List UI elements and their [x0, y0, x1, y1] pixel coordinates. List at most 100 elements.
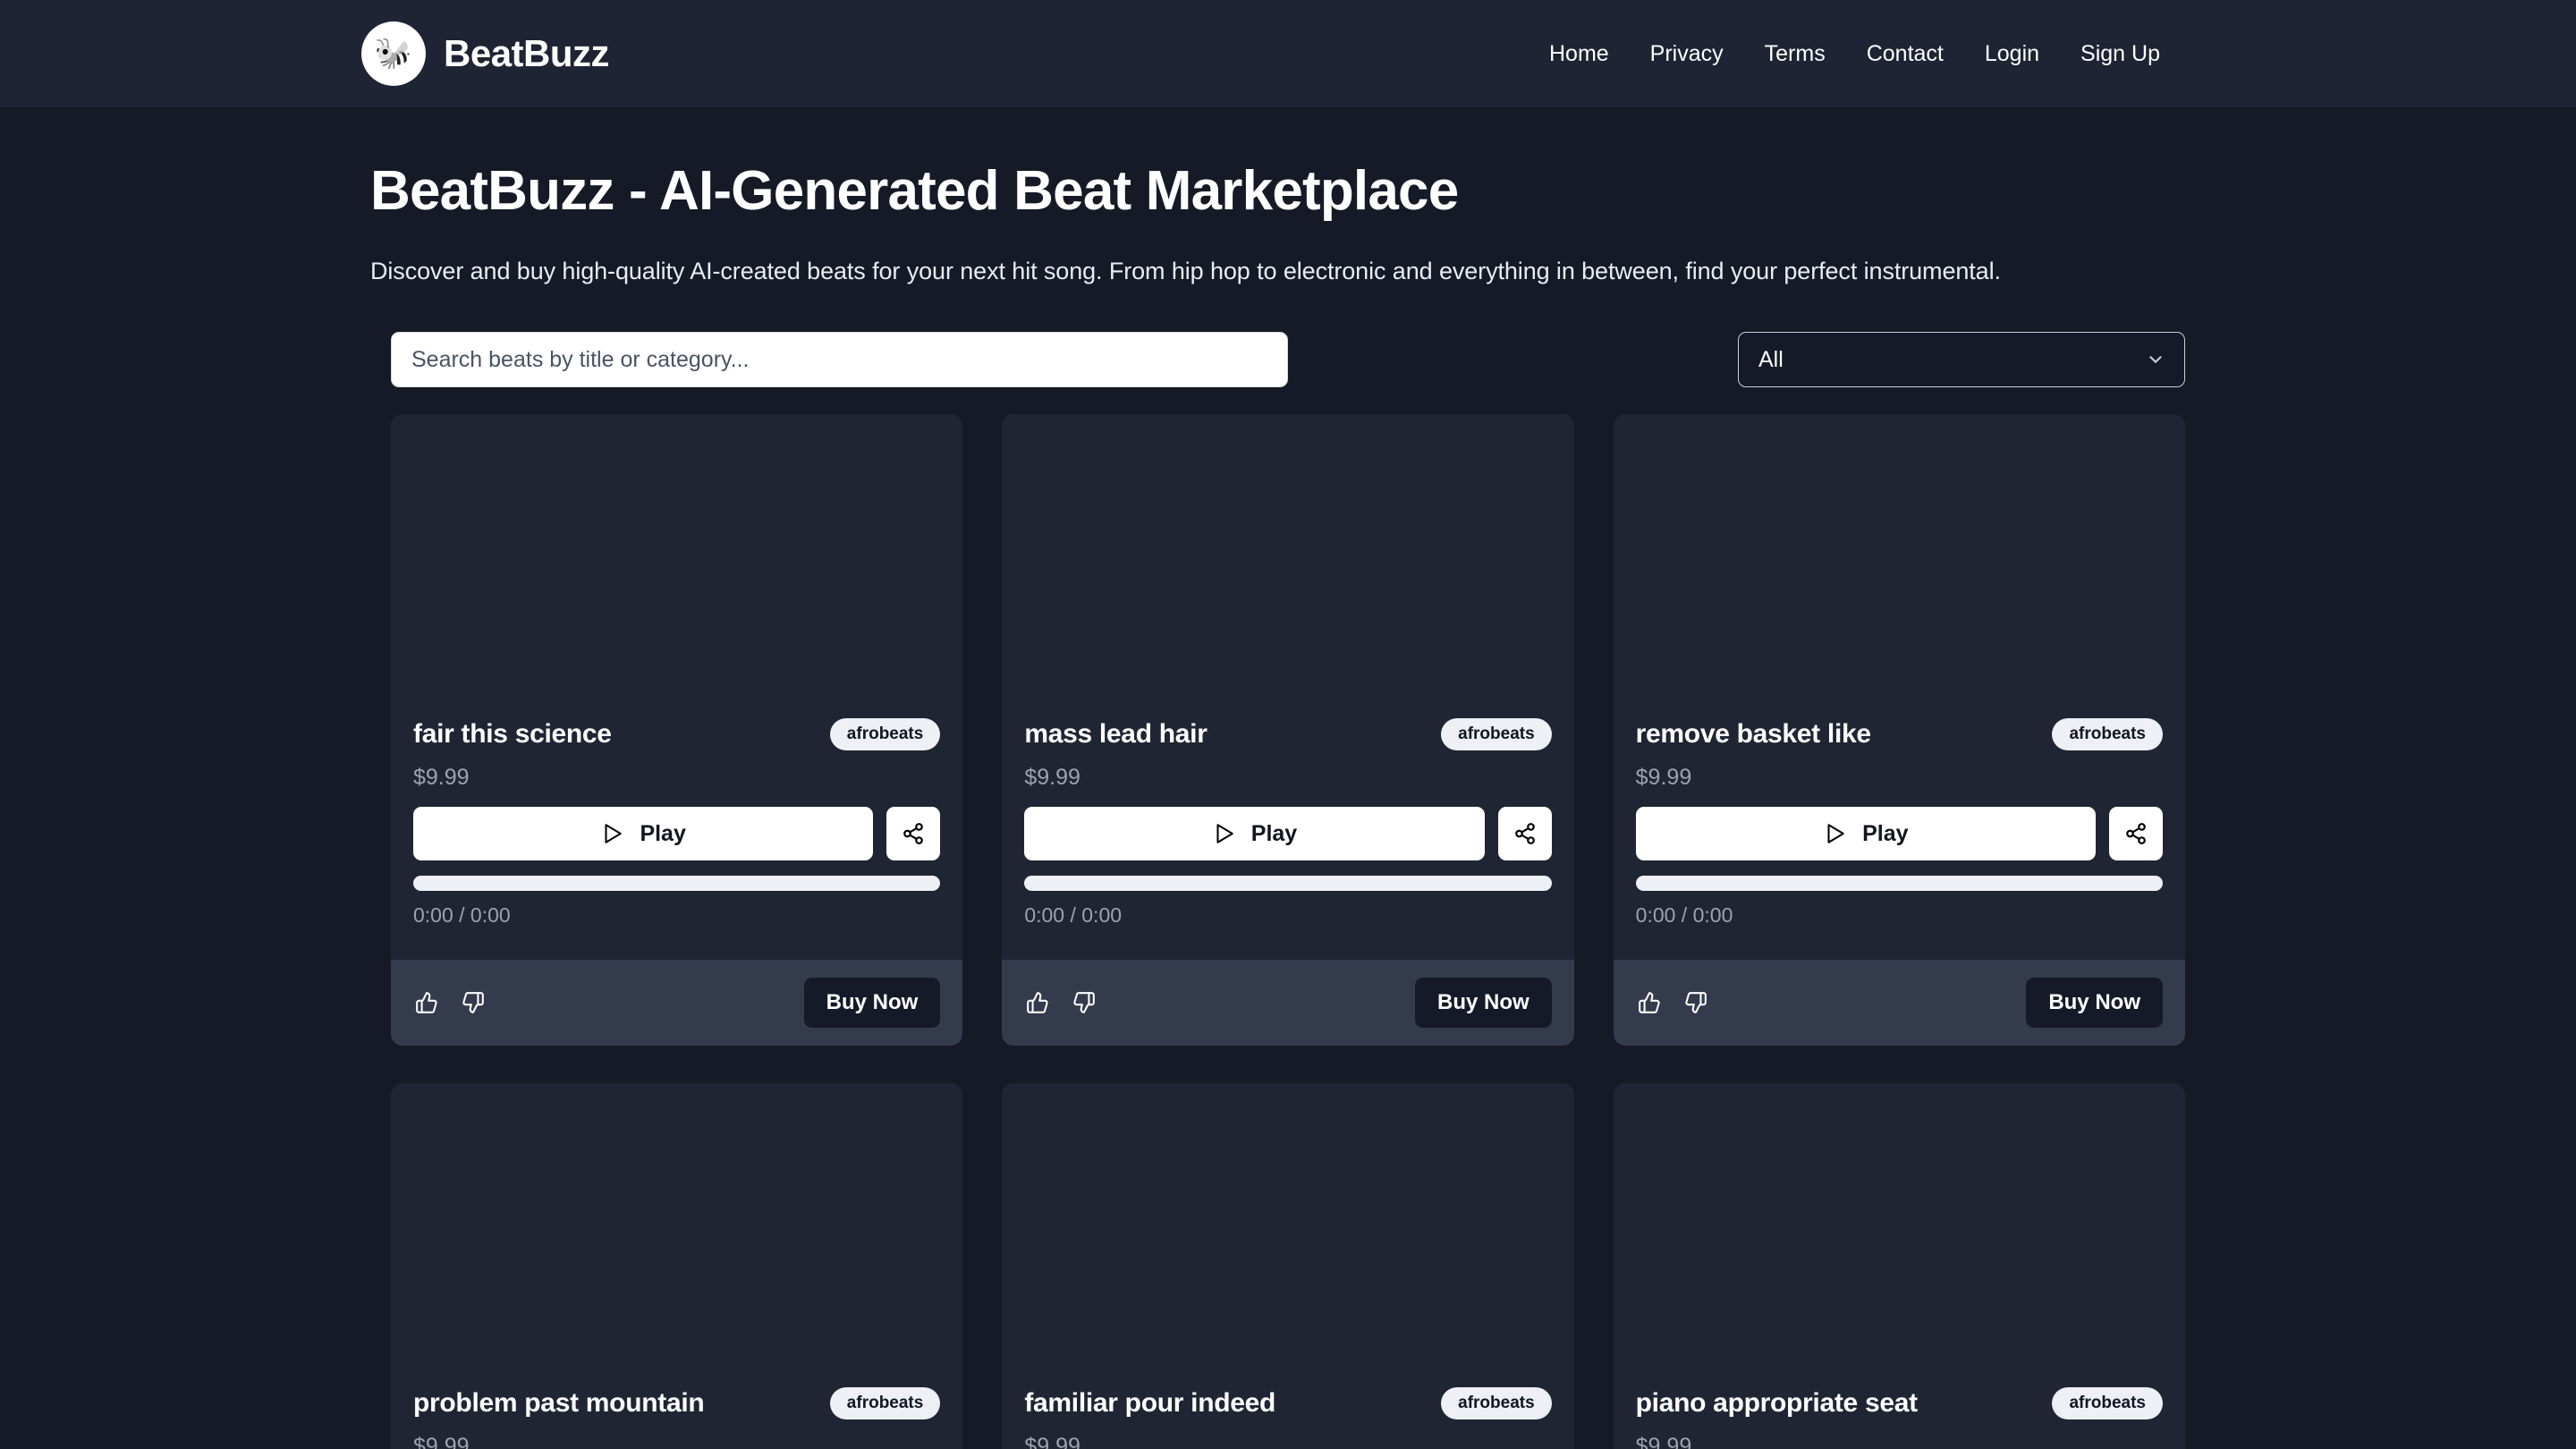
category-badge: afrobeats [829, 1387, 941, 1420]
thumbs-up-button[interactable] [1636, 989, 1663, 1016]
beat-card[interactable]: fair this science afrobeats $9.99 Play [391, 414, 963, 1046]
category-badge: afrobeats [2052, 718, 2163, 751]
beat-card-header: mass lead hair afrobeats [1024, 718, 1552, 751]
progress-bar[interactable] [413, 876, 941, 892]
page-subtitle: Discover and buy high-quality AI-created… [370, 258, 2001, 285]
site-header: 🐝 BeatBuzz Home Privacy Terms Contact Lo… [0, 0, 2576, 107]
bee-icon: 🐝 [361, 21, 426, 86]
category-badge: afrobeats [1441, 718, 1552, 751]
beat-price: $9.99 [1024, 1434, 1080, 1449]
beat-card-body: problem past mountain afrobeats $9.99 Pl… [391, 1387, 962, 1449]
category-badge: afrobeats [2052, 1387, 2163, 1420]
beat-artwork [1002, 1083, 1574, 1388]
nav-link-terms[interactable]: Terms [1764, 40, 1826, 66]
thumbs-up-button[interactable] [413, 989, 440, 1016]
category-badge: afrobeats [1441, 1387, 1552, 1420]
beat-card-header: piano appropriate seat afrobeats [1635, 1387, 2163, 1420]
nav-link-home[interactable]: Home [1548, 40, 1609, 66]
play-icon [605, 824, 623, 843]
beat-title: remove basket like [1635, 719, 1871, 750]
beat-title: mass lead hair [1024, 719, 1208, 750]
share-button[interactable] [2108, 807, 2163, 861]
buy-now-button[interactable]: Buy Now [803, 978, 941, 1029]
beat-title: problem past mountain [413, 1388, 705, 1419]
buy-now-button[interactable]: Buy Now [2026, 978, 2163, 1029]
share-icon [903, 823, 924, 845]
hero-section: BeatBuzz - AI-Generated Beat Marketplace… [0, 107, 2576, 285]
beat-artwork [391, 414, 963, 719]
play-icon [1827, 824, 1844, 843]
beat-card[interactable]: piano appropriate seat afrobeats $9.99 P… [1613, 1083, 2185, 1449]
beat-card-footer: Buy Now [1002, 960, 1574, 1046]
thumbs-down-button[interactable] [1071, 989, 1097, 1016]
beat-price: $9.99 [1024, 765, 1080, 791]
play-button-label: Play [1862, 820, 1909, 846]
beat-card-footer: Buy Now [391, 960, 963, 1046]
beat-card-header: remove basket like afrobeats [1635, 718, 2163, 751]
play-button[interactable]: Play [413, 807, 874, 861]
beat-artwork [1613, 414, 2185, 719]
buy-now-button[interactable]: Buy Now [1414, 978, 1552, 1029]
beat-card-body: mass lead hair afrobeats $9.99 Play [1002, 718, 1573, 947]
share-button[interactable] [1497, 807, 1552, 861]
share-icon [2126, 823, 2146, 845]
page-title: BeatBuzz - AI-Generated Beat Marketplace [370, 160, 1459, 222]
play-button[interactable]: Play [1635, 807, 2096, 861]
reaction-group [1636, 989, 1709, 1016]
beat-card[interactable]: problem past mountain afrobeats $9.99 Pl… [391, 1083, 963, 1449]
playback-time: 0:00 / 0:00 [1635, 903, 1733, 928]
filter-bar: All [0, 332, 2576, 388]
thumbs-up-icon [1027, 992, 1048, 1014]
beat-title: fair this science [413, 719, 612, 750]
beat-card-body: familiar pour indeed afrobeats $9.99 Pla… [1002, 1387, 1573, 1449]
thumbs-down-icon [1685, 992, 1707, 1014]
player-controls: Play [1024, 807, 1552, 861]
brand-name: BeatBuzz [444, 32, 610, 74]
nav-link-contact[interactable]: Contact [1866, 40, 1944, 66]
player-controls: Play [1635, 807, 2163, 861]
reaction-group [413, 989, 487, 1016]
beat-card-header: familiar pour indeed afrobeats [1024, 1387, 1552, 1420]
beat-title: familiar pour indeed [1024, 1388, 1276, 1419]
nav-link-login[interactable]: Login [1984, 40, 2040, 66]
search-input[interactable] [391, 332, 1288, 388]
thumbs-down-icon [1073, 992, 1096, 1014]
beat-price: $9.99 [1635, 765, 1692, 791]
beat-card-header: problem past mountain afrobeats [413, 1387, 941, 1420]
play-button-label: Play [640, 820, 686, 846]
beat-card-body: piano appropriate seat afrobeats $9.99 P… [1614, 1387, 2185, 1449]
playback-time: 0:00 / 0:00 [1024, 903, 1123, 928]
category-badge: afrobeats [829, 718, 941, 751]
beat-price: $9.99 [413, 765, 470, 791]
beat-artwork [1002, 414, 1574, 719]
category-filter-value[interactable]: All [1738, 332, 2185, 388]
beat-card-footer: Buy Now [1613, 960, 2185, 1046]
beat-title: piano appropriate seat [1635, 1388, 1918, 1419]
progress-bar[interactable] [1024, 876, 1552, 892]
thumbs-down-button[interactable] [460, 989, 487, 1016]
beat-price: $9.99 [1635, 1434, 1692, 1449]
beat-card[interactable]: familiar pour indeed afrobeats $9.99 Pla… [1002, 1083, 1574, 1449]
nav-link-privacy[interactable]: Privacy [1649, 40, 1724, 66]
beat-card-body: fair this science afrobeats $9.99 Play [391, 718, 962, 947]
beat-price: $9.99 [413, 1434, 470, 1449]
category-filter[interactable]: All [1738, 332, 2185, 388]
thumbs-up-button[interactable] [1024, 989, 1051, 1016]
beat-artwork [391, 1083, 963, 1388]
thumbs-down-button[interactable] [1682, 989, 1709, 1016]
beat-card-body: remove basket like afrobeats $9.99 Play [1614, 718, 2185, 947]
beat-card-header: fair this science afrobeats [413, 718, 941, 751]
brand[interactable]: 🐝 BeatBuzz [361, 21, 610, 86]
share-button[interactable] [886, 807, 941, 861]
play-button[interactable]: Play [1024, 807, 1485, 861]
play-button-label: Play [1250, 820, 1298, 846]
beat-card[interactable]: remove basket like afrobeats $9.99 Play [1613, 414, 2185, 1046]
play-icon [1216, 824, 1233, 843]
beat-grid: fair this science afrobeats $9.99 Play [0, 414, 2576, 1449]
progress-bar[interactable] [1635, 876, 2163, 892]
nav-link-signup[interactable]: Sign Up [2080, 40, 2160, 66]
thumbs-up-icon [416, 992, 437, 1014]
thumbs-down-icon [462, 992, 484, 1014]
beat-card[interactable]: mass lead hair afrobeats $9.99 Play [1002, 414, 1574, 1046]
